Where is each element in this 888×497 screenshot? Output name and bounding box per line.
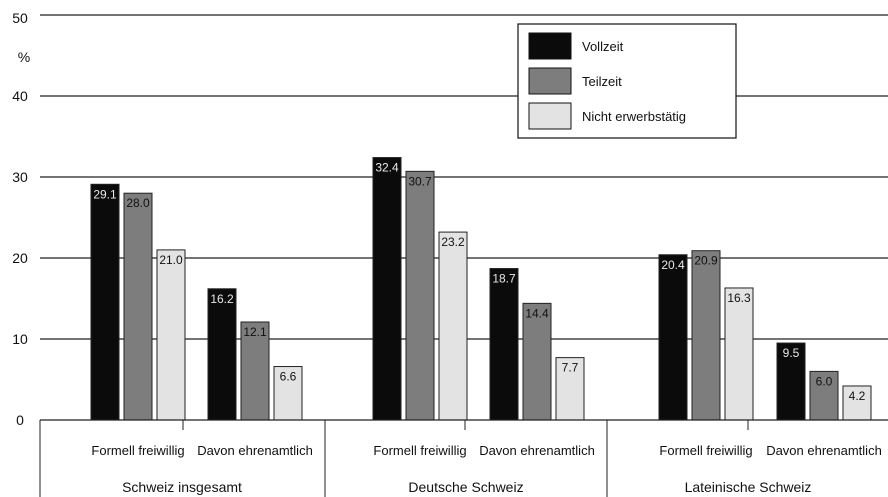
bar-value-label: 6.6: [280, 370, 297, 384]
bar: [658, 254, 688, 421]
bar: [842, 385, 872, 421]
category-label: Formell freiwillig: [91, 443, 184, 458]
legend-swatch-teilzeit: [528, 67, 572, 95]
category-label: Formell freiwillig: [659, 443, 752, 458]
category-label: Davon ehrenamtlich: [479, 443, 595, 458]
bar-value-label: 14.4: [525, 306, 549, 320]
bar-value-label: 30.7: [408, 174, 432, 188]
legend: Vollzeit Teilzeit Nicht erwerbstätig: [517, 23, 737, 139]
bar-value-label: 28.0: [126, 196, 150, 210]
legend-label-vollzeit: Vollzeit: [582, 39, 624, 54]
x-axis: Formell freiwillig Davon ehrenamtlich Form…: [39, 419, 888, 497]
bar-value-label: 20.4: [661, 258, 685, 272]
bar: [809, 370, 839, 421]
y-tick-label: 40: [12, 88, 28, 104]
y-tick-label: 20: [12, 250, 28, 266]
legend-label-nicht-erwerbstaetig: Nicht erwerbstätig: [582, 109, 686, 124]
y-tick-label: 0: [16, 412, 24, 428]
bar: [240, 321, 270, 421]
bar: [123, 192, 153, 421]
bar-value-labels: 29.1 28.0 21.0 16.2 12.1 6.6 32.4 30.7 23.2 18.7 1…: [93, 161, 865, 403]
bar-value-label: 16.3: [727, 291, 751, 305]
bar: [555, 357, 585, 421]
y-tick-label: 50: [12, 10, 28, 26]
category-label: Formell freiwillig: [373, 443, 466, 458]
bar-value-label: 6.0: [816, 374, 833, 388]
bar: [776, 342, 806, 421]
bar-value-label: 9.5: [783, 346, 800, 360]
bar: [90, 183, 120, 421]
category-label: Davon ehrenamtlich: [197, 443, 313, 458]
bar: [522, 302, 552, 421]
bar-value-label: 18.7: [492, 272, 516, 286]
bar-value-label: 16.2: [210, 292, 234, 306]
group-label: Lateinische Schweiz: [685, 479, 812, 495]
bar: [156, 249, 186, 421]
bar-value-label: 32.4: [375, 161, 399, 175]
bar: [372, 157, 402, 421]
bar: [207, 288, 237, 421]
bar: [691, 250, 721, 421]
y-tick-label: 10: [12, 331, 28, 347]
bar-value-label: 20.9: [694, 254, 718, 268]
bar: [405, 170, 435, 421]
y-axis-unit-label: %: [18, 49, 30, 65]
bar-value-label: 4.2: [849, 389, 866, 403]
category-label: Davon ehrenamtlich: [766, 443, 882, 458]
legend-swatch-vollzeit: [528, 32, 572, 60]
bar-value-label: 29.1: [93, 187, 117, 201]
legend-swatch-nicht-erwerbstaetig: [528, 102, 572, 130]
bar-value-label: 12.1: [243, 325, 267, 339]
bar: [724, 287, 754, 421]
y-tick-label: 30: [12, 169, 28, 185]
bar-value-label: 7.7: [562, 361, 579, 375]
y-axis-ticks: 0 10 20 30 40 50: [12, 10, 28, 428]
bar-value-label: 21.0: [159, 253, 183, 267]
group-label: Deutsche Schweiz: [408, 479, 523, 495]
bars: [90, 157, 872, 421]
bar: [438, 231, 468, 421]
legend-label-teilzeit: Teilzeit: [582, 74, 622, 89]
bar: [489, 268, 519, 421]
group-label: Schweiz insgesamt: [122, 479, 242, 495]
bar-value-label: 23.2: [441, 235, 465, 249]
